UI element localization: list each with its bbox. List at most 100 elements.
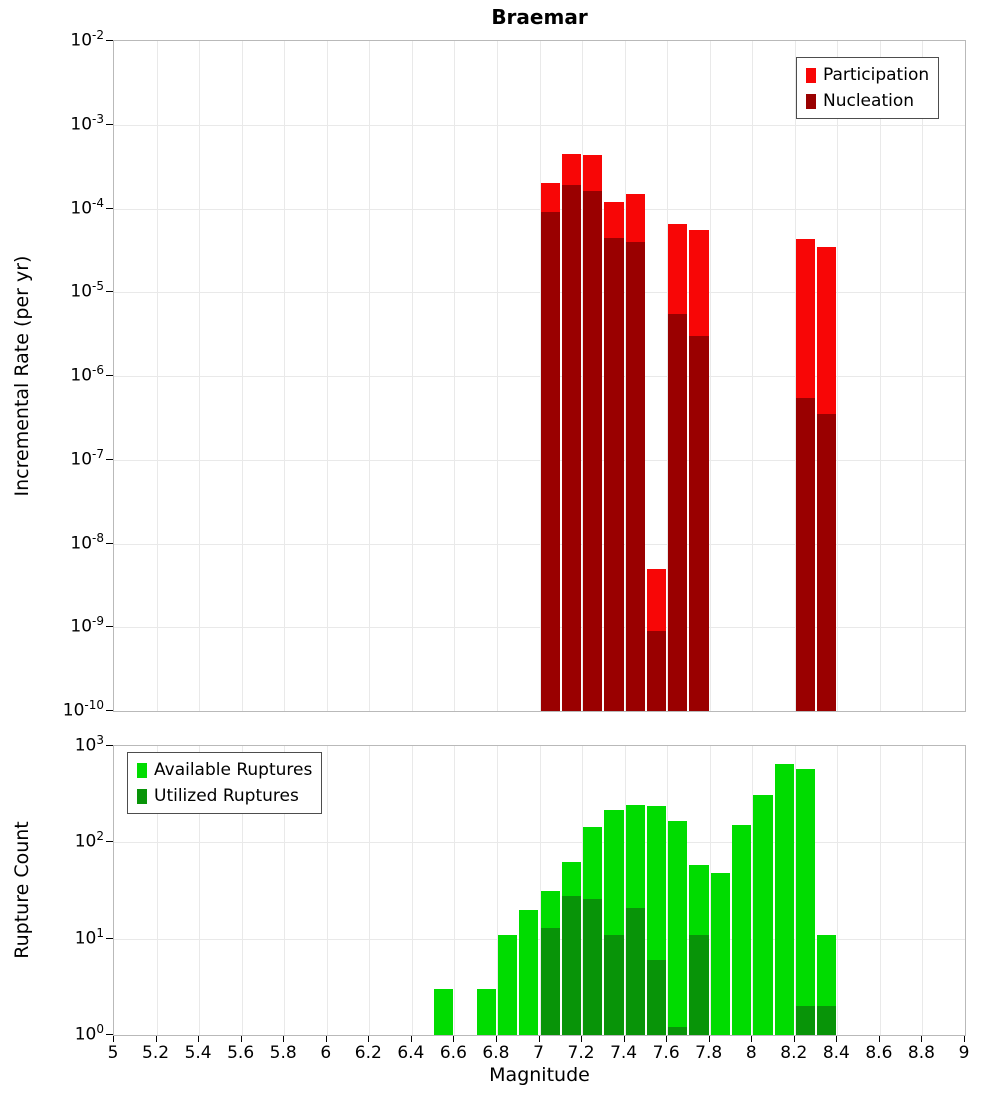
gridline-vertical bbox=[879, 746, 881, 1035]
legend-label-utilized-ruptures: Utilized Ruptures bbox=[154, 786, 299, 806]
gridline-horizontal bbox=[114, 543, 965, 545]
y-tick-mark bbox=[106, 207, 113, 209]
gridline-horizontal bbox=[114, 376, 965, 377]
y-tick-mark bbox=[106, 745, 113, 746]
legend-label-nucleation: Nucleation bbox=[823, 91, 915, 111]
y-tick-mark bbox=[106, 542, 113, 544]
x-tick-label: 6.4 bbox=[397, 1043, 425, 1063]
bar-utilized-ruptures bbox=[817, 1006, 837, 1035]
y-tick-mark bbox=[106, 123, 113, 125]
x-tick-mark bbox=[921, 1036, 923, 1042]
legend-item-participation: Participation bbox=[806, 62, 929, 88]
bar-utilized-ruptures bbox=[668, 1027, 688, 1035]
bar-nucleation bbox=[540, 212, 560, 711]
x-tick-mark bbox=[623, 1036, 625, 1042]
legend-item-available-ruptures: Available Ruptures bbox=[137, 757, 312, 783]
x-tick-label: 5.4 bbox=[184, 1043, 212, 1063]
bar-utilized-ruptures bbox=[604, 934, 624, 1035]
bar-utilized-ruptures bbox=[561, 895, 582, 1035]
gridline-vertical bbox=[496, 746, 498, 1035]
gridline-vertical bbox=[199, 746, 201, 1035]
bar-available-ruptures bbox=[774, 764, 794, 1035]
x-tick-mark bbox=[325, 1036, 327, 1042]
y-tick-label: 103 bbox=[74, 733, 104, 756]
y-tick-mark bbox=[106, 626, 113, 628]
gridline-vertical bbox=[709, 746, 711, 1035]
gridline-vertical bbox=[411, 746, 413, 1035]
x-tick-mark bbox=[581, 1036, 583, 1042]
y-tick-label: 100 bbox=[74, 1022, 104, 1045]
gridline-vertical bbox=[752, 746, 754, 1035]
y-tick-label: 10-8 bbox=[70, 530, 104, 554]
x-tick-mark bbox=[453, 1036, 455, 1042]
bar-nucleation bbox=[625, 241, 645, 711]
y-tick-mark bbox=[106, 1034, 113, 1035]
legend-item-utilized-ruptures: Utilized Ruptures bbox=[137, 783, 312, 809]
x-tick-mark bbox=[155, 1036, 157, 1042]
y-tick-mark bbox=[106, 841, 113, 843]
gridline-vertical bbox=[582, 746, 584, 1035]
gridline-vertical bbox=[241, 746, 243, 1035]
x-tick-label: 8.6 bbox=[865, 1043, 893, 1063]
gridline-vertical bbox=[667, 746, 669, 1035]
x-tick-mark bbox=[410, 1036, 412, 1042]
y-tick-label: 10-7 bbox=[70, 446, 104, 470]
gridline-vertical bbox=[794, 746, 796, 1035]
gridline-vertical bbox=[156, 746, 158, 1035]
bar-nucleation bbox=[817, 414, 837, 711]
y-tick-label: 10-5 bbox=[70, 279, 104, 302]
bar-available-ruptures bbox=[668, 821, 688, 1035]
gridline-vertical bbox=[369, 746, 371, 1035]
rate-legend: Participation Nucleation bbox=[796, 57, 940, 119]
legend-label-available-ruptures: Available Ruptures bbox=[154, 760, 313, 780]
bar-available-ruptures bbox=[434, 989, 454, 1035]
bar-utilized-ruptures bbox=[689, 934, 709, 1035]
bar-nucleation bbox=[604, 237, 624, 711]
gridline-vertical bbox=[326, 746, 328, 1035]
x-tick-label: 6.2 bbox=[354, 1043, 382, 1063]
x-axis-label: Magnitude bbox=[489, 1064, 590, 1086]
nucleation-swatch-icon bbox=[806, 93, 816, 109]
bar-utilized-ruptures bbox=[540, 927, 560, 1035]
bar-nucleation bbox=[689, 336, 709, 711]
x-tick-mark bbox=[666, 1036, 668, 1042]
y-tick-mark bbox=[106, 458, 113, 460]
x-tick-label: 5.6 bbox=[227, 1043, 255, 1063]
x-tick-label: 8.4 bbox=[822, 1043, 850, 1063]
gridline-horizontal bbox=[114, 627, 965, 629]
bar-available-ruptures bbox=[731, 825, 752, 1035]
gridline-horizontal bbox=[114, 292, 965, 294]
x-tick-mark bbox=[964, 1036, 965, 1042]
x-tick-mark bbox=[793, 1036, 795, 1042]
bar-utilized-ruptures bbox=[646, 960, 667, 1035]
x-tick-mark bbox=[878, 1036, 880, 1042]
utilized-ruptures-swatch-icon bbox=[137, 788, 147, 804]
gridline-vertical bbox=[454, 746, 456, 1035]
y-tick-label: 10-6 bbox=[70, 363, 104, 386]
bar-utilized-ruptures bbox=[625, 907, 645, 1035]
x-tick-mark bbox=[495, 1036, 497, 1042]
gridline-vertical bbox=[539, 746, 541, 1035]
x-tick-label: 8 bbox=[745, 1043, 757, 1063]
x-tick-label: 7.6 bbox=[652, 1043, 680, 1063]
y-tick-label: 10-2 bbox=[70, 28, 104, 51]
bar-utilized-ruptures bbox=[583, 898, 603, 1035]
gridline-vertical bbox=[922, 746, 924, 1035]
bar-available-ruptures bbox=[795, 768, 816, 1035]
y-tick-label: 101 bbox=[74, 925, 104, 949]
y-tick-mark bbox=[106, 937, 113, 939]
x-tick-mark bbox=[538, 1036, 540, 1042]
legend-label-participation: Participation bbox=[823, 65, 930, 85]
x-tick-mark bbox=[113, 1036, 114, 1042]
bar-nucleation bbox=[583, 191, 603, 711]
x-tick-label: 5.8 bbox=[269, 1043, 297, 1063]
y-tick-label: 102 bbox=[74, 829, 104, 852]
x-tick-label: 7.4 bbox=[610, 1043, 638, 1063]
x-tick-mark bbox=[198, 1036, 200, 1042]
x-tick-label: 9 bbox=[958, 1043, 970, 1063]
x-tick-label: 6 bbox=[320, 1043, 332, 1063]
x-tick-mark bbox=[368, 1036, 370, 1042]
y-tick-mark bbox=[106, 375, 113, 376]
x-tick-label: 6.8 bbox=[482, 1043, 510, 1063]
